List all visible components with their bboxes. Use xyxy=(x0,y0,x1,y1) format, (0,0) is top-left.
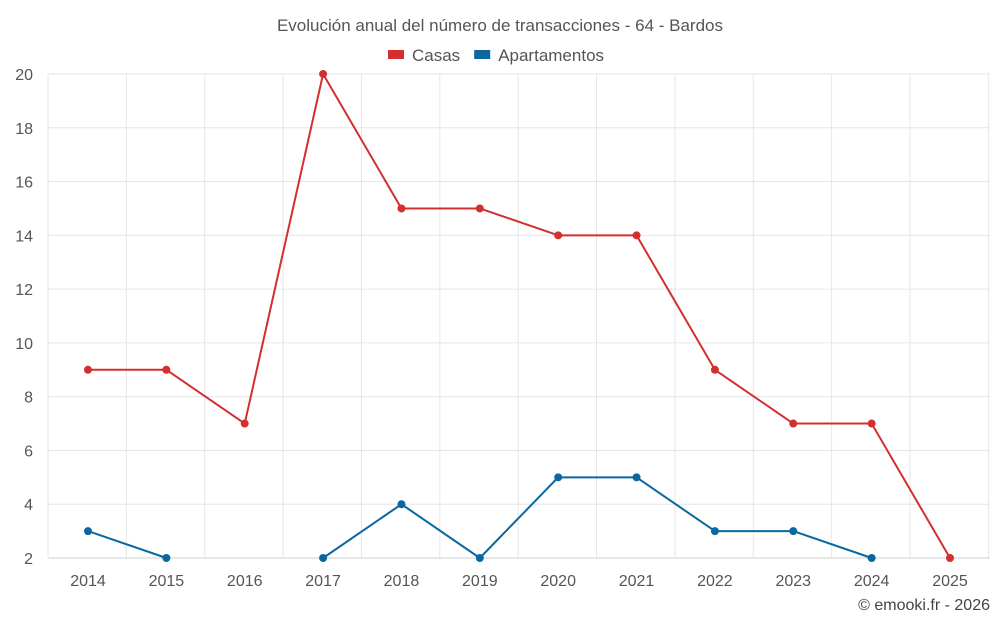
grid xyxy=(47,73,990,558)
x-tick-label: 2014 xyxy=(70,573,106,590)
series-casas xyxy=(84,70,954,562)
data-point[interactable] xyxy=(867,419,876,428)
x-tick-label: 2017 xyxy=(305,573,341,590)
axes: 2 4 6 8 10 12 14 16 18 20 2014 2015 2016 2017 2018 2019… xyxy=(15,67,990,590)
series xyxy=(84,70,954,562)
series-line xyxy=(88,73,951,559)
x-tick-label: 2020 xyxy=(540,573,576,590)
data-point[interactable] xyxy=(789,419,798,428)
data-point[interactable] xyxy=(84,365,92,374)
data-point[interactable] xyxy=(946,554,954,562)
chart-title: Evolución anual del número de transaccio… xyxy=(277,16,723,35)
x-tick-label: 2015 xyxy=(149,573,185,590)
legend-label: Apartamentos xyxy=(498,46,604,65)
data-point[interactable] xyxy=(475,204,484,213)
series-line xyxy=(87,476,872,559)
series-apartamentos xyxy=(84,473,876,562)
legend-item-casas[interactable]: Casas xyxy=(388,46,460,65)
data-point[interactable] xyxy=(710,365,719,374)
y-tick-label: 8 xyxy=(24,390,33,407)
y-tick-label: 12 xyxy=(15,282,33,299)
data-point[interactable] xyxy=(162,554,171,562)
legend-label: Casas xyxy=(412,46,460,65)
legend: Casas Apartamentos xyxy=(388,46,604,65)
data-point[interactable] xyxy=(632,231,641,240)
legend-swatch xyxy=(388,50,404,59)
x-tick-label: 2021 xyxy=(619,573,655,590)
x-tick-label: 2016 xyxy=(227,573,263,590)
data-point[interactable] xyxy=(84,527,92,536)
data-point[interactable] xyxy=(632,473,641,482)
x-tick-label: 2024 xyxy=(854,573,890,590)
legend-item-apartamentos[interactable]: Apartamentos xyxy=(474,46,604,65)
y-tick-label: 20 xyxy=(15,67,33,84)
data-point[interactable] xyxy=(397,204,406,213)
y-tick-label: 4 xyxy=(24,497,33,514)
x-tick-label: 2022 xyxy=(697,573,733,590)
data-point[interactable] xyxy=(867,554,876,562)
data-point[interactable] xyxy=(789,527,798,536)
y-tick-label: 14 xyxy=(15,228,33,245)
x-tick-label: 2018 xyxy=(384,573,420,590)
data-point[interactable] xyxy=(397,500,406,509)
data-point[interactable] xyxy=(710,527,719,536)
y-tick-label: 2 xyxy=(24,551,33,568)
credit-text: © emooki.fr - 2026 xyxy=(858,597,990,614)
x-tick-label: 2023 xyxy=(775,573,811,590)
x-tick-label: 2019 xyxy=(462,573,498,590)
data-point[interactable] xyxy=(319,554,328,562)
data-point[interactable] xyxy=(240,419,249,428)
y-tick-label: 18 xyxy=(15,121,33,138)
y-tick-label: 10 xyxy=(15,336,33,353)
data-point[interactable] xyxy=(162,365,171,374)
x-tick-label: 2025 xyxy=(932,573,968,590)
legend-swatch xyxy=(474,50,491,59)
data-point[interactable] xyxy=(319,70,328,78)
data-point[interactable] xyxy=(475,554,484,562)
y-tick-label: 6 xyxy=(24,443,33,460)
data-point[interactable] xyxy=(554,473,563,482)
data-point[interactable] xyxy=(554,231,563,240)
y-tick-label: 16 xyxy=(15,175,33,192)
